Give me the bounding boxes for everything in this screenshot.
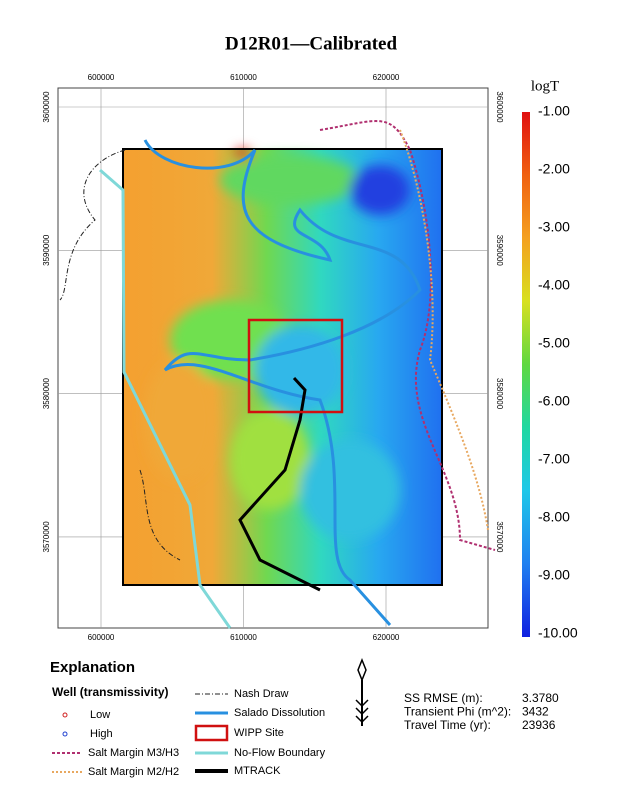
x-tick-label: 620000 (373, 633, 400, 642)
legend-title: Explanation (50, 659, 135, 676)
stat-value: 23936 (522, 718, 556, 732)
salt-margin-m3h3 (319, 120, 496, 551)
y-tick-label: 3600000 (495, 91, 504, 123)
colorbar-title: logT (531, 78, 559, 94)
colorbar-label: -8.00 (538, 509, 570, 525)
wipp-symbol (194, 724, 229, 742)
wipp-site (247, 318, 344, 414)
colorbar-label: -2.00 (538, 161, 570, 177)
legend-item: Salt Margin M2/H2 (88, 766, 179, 778)
y-tick-label: 3580000 (42, 377, 51, 409)
well-title: Well (transmissivity) (52, 685, 168, 699)
y-tick-label: 3580000 (495, 378, 504, 410)
mtrack (238, 376, 321, 592)
legend: Explanation Well (transmissivity) Low Hig… (50, 659, 326, 778)
stat-label: Transient Phi (m^2): (404, 705, 511, 719)
legend-item: Low (90, 709, 110, 721)
legend-item: Nash Draw (234, 688, 288, 700)
y-tick-label: 3600000 (42, 91, 51, 123)
x-tick-label: 600000 (88, 633, 115, 642)
stat-value: 3.3780 (522, 691, 559, 705)
salt-margin-m2h2 (399, 129, 489, 531)
colorbar-label: -10.00 (538, 625, 578, 641)
x-tick-label: 620000 (373, 73, 400, 82)
legend-item: MTRACK (234, 765, 281, 777)
colorbar: logT -1.00 -2.00 -3.00 -4.00 -5.00 -6.00 -7.00… (522, 78, 578, 641)
colorbar-label: -5.00 (538, 335, 570, 351)
stats: SS RMSE (m): 3.3780 Transient Phi (m^2): 34… (404, 691, 559, 732)
stat-label: SS RMSE (m): (404, 691, 483, 705)
north-arrow (355, 657, 369, 726)
colorbar-ramp (522, 112, 530, 637)
nash-draw (59, 149, 181, 561)
x-tick-label: 610000 (230, 73, 257, 82)
legend-item: No-Flow Boundary (234, 747, 326, 759)
colorbar-label: -7.00 (538, 451, 570, 467)
low-symbol (62, 712, 68, 718)
colorbar-label: -9.00 (538, 567, 570, 583)
map: 600000 600000 610000 610000 620000 620000 3600… (42, 73, 504, 642)
y-tick-label: 3570000 (495, 521, 504, 553)
colorbar-label: -4.00 (538, 277, 570, 293)
legend-item: WIPP Site (234, 727, 284, 739)
colorbar-label: -1.00 (538, 103, 570, 119)
legend-item: Salt Margin M3/H3 (88, 747, 179, 759)
legend-item: Salado Dissolution (234, 707, 325, 719)
transmissivity-field (145, 149, 410, 540)
y-tick-label: 3590000 (42, 234, 51, 266)
title: D12R01—Calibrated (225, 33, 397, 54)
legend-item: High (90, 728, 113, 740)
y-tick-label: 3590000 (495, 235, 504, 267)
colorbar-label: -6.00 (538, 393, 570, 409)
stat-label: Travel Time (yr): (404, 718, 491, 732)
x-tick-label: 600000 (88, 73, 115, 82)
no-flow-boundary (99, 168, 232, 629)
colorbar-label: -3.00 (538, 219, 570, 235)
y-tick-label: 3570000 (42, 521, 51, 553)
salado-dissolution (143, 139, 422, 626)
high-symbol (62, 731, 68, 737)
x-tick-label: 610000 (230, 633, 257, 642)
stat-value: 3432 (522, 705, 549, 719)
